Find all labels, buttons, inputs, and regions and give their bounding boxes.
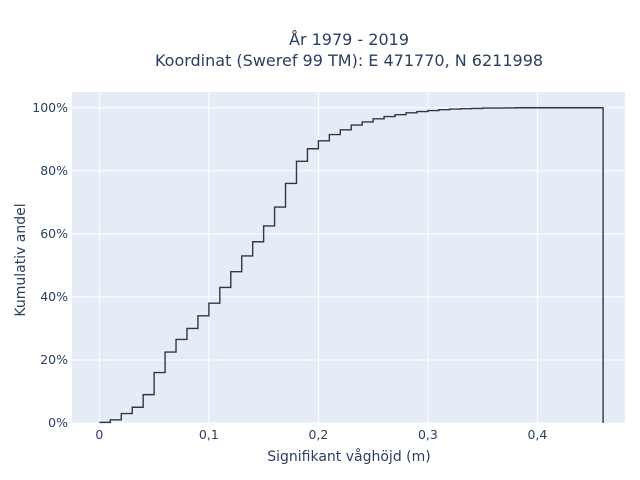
x-tick-label: 0 xyxy=(95,427,103,442)
x-tick-label: 0,1 xyxy=(199,427,219,442)
x-tick-label: 0,4 xyxy=(527,427,547,442)
series-step-line xyxy=(99,107,604,424)
y-tick-label: 100% xyxy=(32,100,68,115)
plot-area xyxy=(72,92,625,423)
y-tick-label: 60% xyxy=(40,226,68,241)
x-tick-label: 0,3 xyxy=(418,427,438,442)
y-tick-label: 40% xyxy=(40,289,68,304)
y-tick-label: 0% xyxy=(48,415,68,430)
x-axis-title: Signifikant våghöjd (m) xyxy=(267,448,430,465)
chart-title-line-1: År 1979 - 2019 xyxy=(289,30,409,49)
chart-title-line-2: Koordinat (Sweref 99 TM): E 471770, N 62… xyxy=(155,51,543,70)
y-tick-label: 20% xyxy=(40,352,68,367)
y-axis-title: Kumulativ andel xyxy=(13,203,29,316)
y-tick-label: 80% xyxy=(40,163,68,178)
tick-labels: 0 0,1 0,2 0,3 0,4 0% 20% 40% 60% 80% 100% xyxy=(32,100,547,442)
x-tick-label: 0,2 xyxy=(308,427,328,442)
